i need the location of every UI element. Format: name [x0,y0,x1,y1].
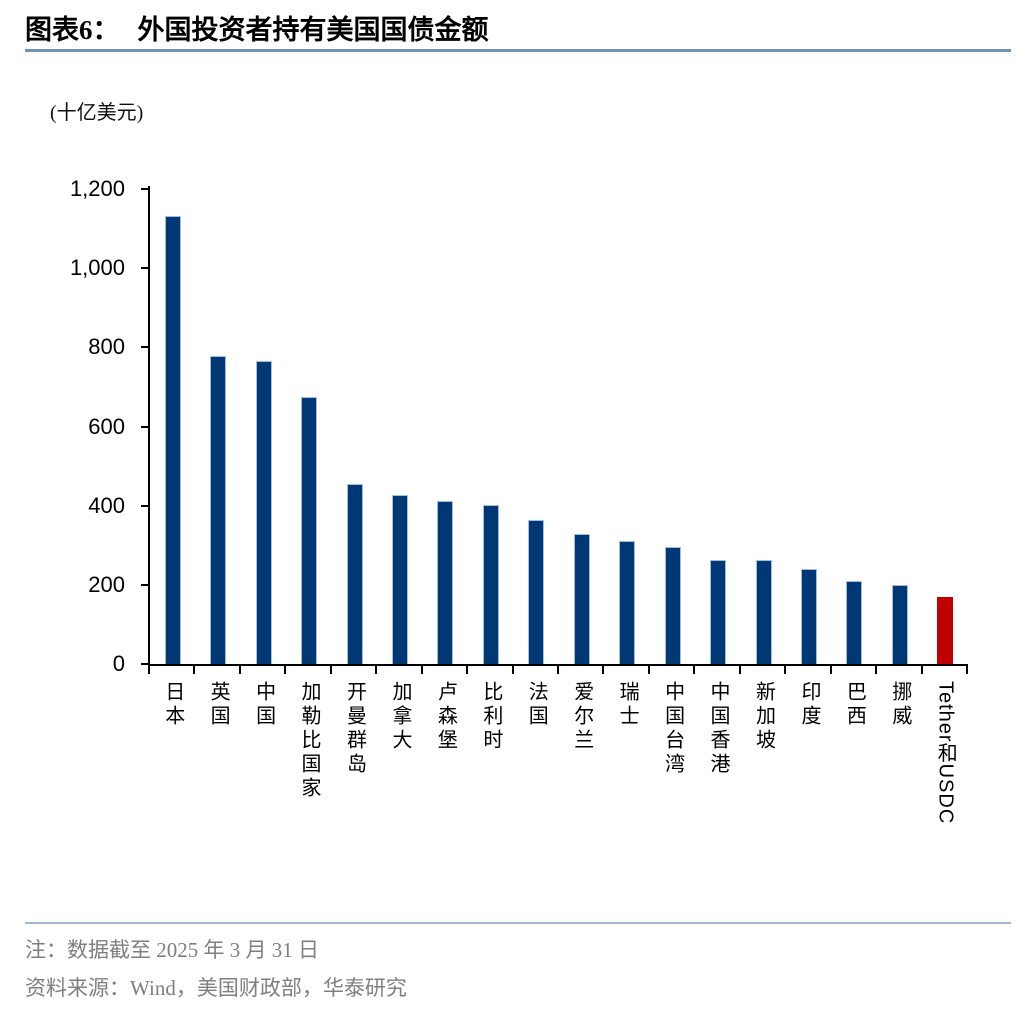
title-divider-line [25,49,1011,52]
y-axis-tick-label: 1,000 [69,255,125,281]
bar [573,533,590,664]
bar [210,355,227,664]
y-axis-tick-label: 0 [112,651,125,676]
x-axis-tick [329,664,332,674]
x-axis-tick [557,664,559,674]
y-axis-tick [141,267,148,270]
x-axis-tick [966,664,968,674]
bar [710,560,727,664]
y-axis-unit-label: (十亿美元) [50,102,144,124]
data-cutoff-note: 注：数据截至 2025 年 3 月 31 日 [25,938,319,962]
y-axis-tick [141,504,148,507]
x-axis-category-label: 英国 [207,681,230,729]
y-axis-tick [141,188,148,190]
x-axis-category-label: 中国香港 [707,681,730,777]
x-axis-tick [466,664,469,674]
y-axis-tick-label: 800 [88,334,125,360]
y-axis-tick [141,583,148,586]
bar [800,569,817,664]
x-axis-category-label: 比利时 [479,681,502,753]
x-axis-tick [420,664,423,674]
x-axis-category-label: 加拿大 [388,681,411,753]
x-axis-category-label: 巴西 [843,681,866,729]
x-axis-tick [829,664,832,674]
y-axis-line [148,186,150,666]
x-axis-tick [693,664,696,674]
x-axis-category-label: Tether和USDC [934,681,957,825]
figure-number-label: 图表6： [25,15,120,45]
x-axis-tick [284,664,287,674]
bar [482,504,499,664]
x-axis-tick [647,664,650,674]
bar [755,559,772,664]
x-axis-category-label: 挪威 [888,681,911,729]
bar [846,580,863,664]
x-axis-category-label: 中国台湾 [661,681,684,777]
y-axis-tick [141,346,148,349]
x-axis-tick [602,664,605,674]
y-axis-tick-label: 200 [88,571,125,597]
x-axis-category-label: 瑞士 [616,681,639,729]
footer-divider-line [25,922,1011,924]
x-axis-tick [511,664,514,674]
bar [164,216,181,664]
x-axis-tick [193,664,196,674]
source-note: 资料来源：Wind，美国财政部，华泰研究 [25,976,407,1000]
bar [255,361,272,664]
bar [391,495,408,664]
x-axis-tick [920,664,923,674]
bar [301,396,318,664]
x-axis-category-label: 加勒比国家 [298,681,321,801]
bar [346,483,363,664]
x-axis-tick [148,664,150,674]
bar [619,540,636,664]
y-axis-tick [141,425,148,428]
x-axis-category-label: 卢森堡 [434,681,457,753]
figure-title-text: 外国投资者持有美国国债金额 [137,15,489,45]
x-axis-category-label: 爱尔兰 [570,681,593,753]
bar [891,584,908,664]
y-axis-tick [141,663,148,665]
x-axis-tick [238,664,241,674]
y-axis-tick-label: 1,200 [69,176,125,201]
x-axis-tick [875,664,878,674]
y-axis-tick-label: 400 [88,492,125,518]
bar [937,596,954,664]
x-axis-tick [738,664,741,674]
x-axis-category-label: 法国 [525,681,548,729]
x-axis-category-label: 开曼群岛 [343,681,366,777]
x-axis-category-label: 日本 [161,681,184,729]
figure-title: 图表6： 外国投资者持有美国国债金额 [25,8,489,47]
x-axis-category-label: 新加坡 [752,681,775,753]
x-axis-tick [784,664,787,674]
x-axis-category-label: 印度 [797,681,820,729]
x-axis-category-label: 中国 [252,681,275,729]
x-axis-tick [375,664,378,674]
bar [664,547,681,664]
y-axis-tick-label: 600 [88,413,125,439]
bar [528,519,545,664]
bar [437,500,454,664]
